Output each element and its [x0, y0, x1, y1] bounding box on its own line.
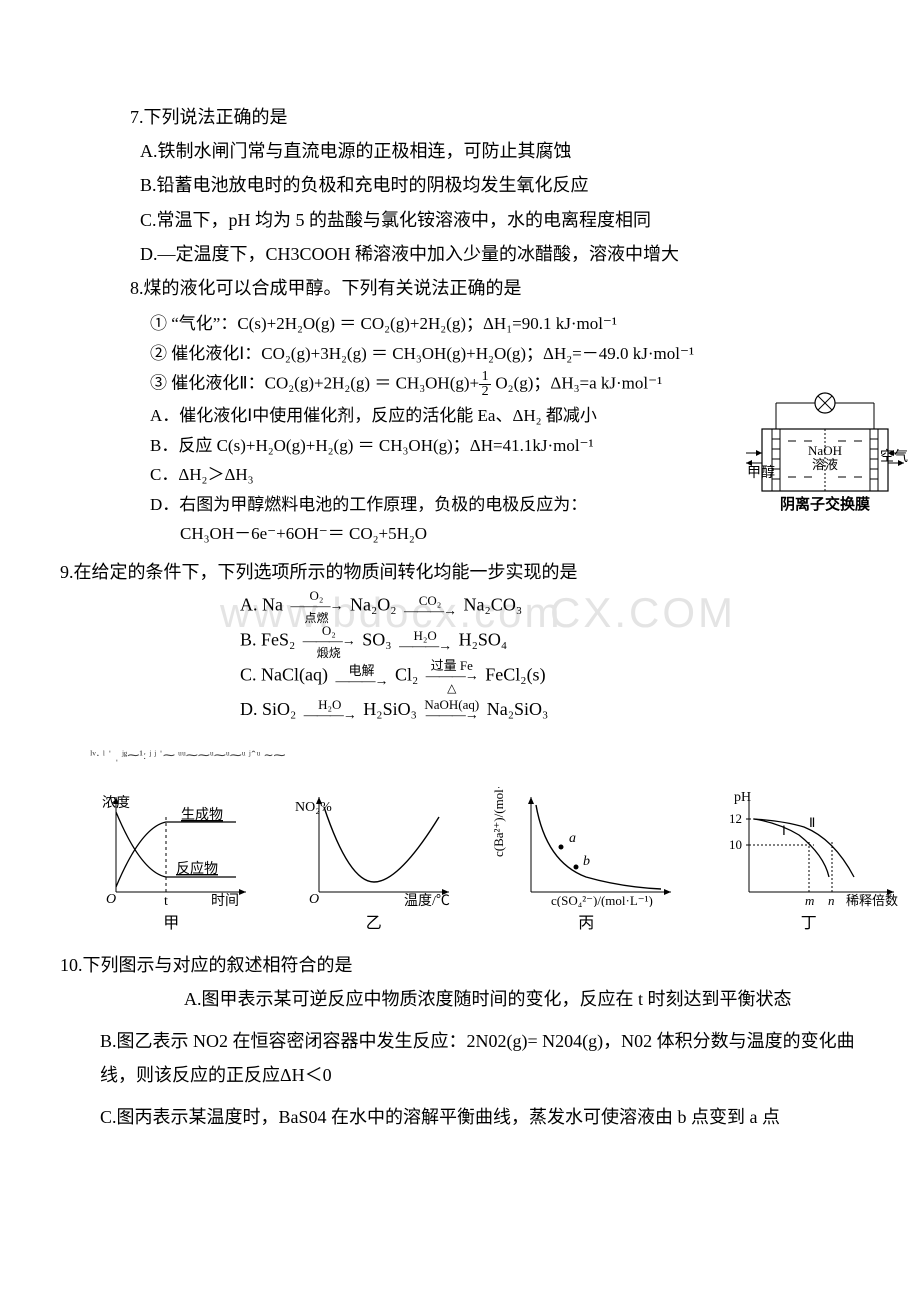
svg-text:反应物: 反应物: [176, 860, 218, 877]
q10-option-c: C.图丙表示某温度时，BaS04 在水中的溶解平衡曲线，蒸发水可使溶液由 b 点…: [100, 1100, 860, 1134]
q9-option-c: C. NaCl(aq) 电解———→ Cl₂ 过量 Fe———→△ FeCl₂(…: [240, 659, 860, 694]
chart-jia: 浓度 生成物 反应物 t 时间 O 甲: [86, 787, 256, 939]
charts-row: 浓度 生成物 反应物 t 时间 O 甲 NO₂% 温度/℃ O 乙: [70, 787, 920, 939]
q8-eq3-post: O₂(g)；ΔH₃=a kJ·mol⁻¹: [491, 374, 662, 393]
svg-text:浓度: 浓度: [102, 795, 130, 811]
svg-text:时间: 时间: [211, 893, 239, 907]
q9c-prefix: C. NaCl(aq): [240, 664, 328, 684]
q7-option-b: B.铅蓄电池放电时的负极和充电时的阴极均发生氧化反应: [140, 168, 860, 202]
q7-option-d: D.—定温度下，CH3COOH 稀溶液中加入少量的冰醋酸，溶液中增大: [140, 237, 860, 271]
q8-equations: ① “气化”：C(s)+2H₂O(g) ＝ CO₂(g)+2H₂(g)；ΔH₁=…: [150, 311, 860, 547]
chart-ding: pH 12 10 Ⅰ Ⅱ m n 稀释倍数 丁: [714, 787, 904, 939]
q9-option-b: B. FeS₂ O₂———→煅烧 SO₃ H₂O———→ H₂SO₄: [240, 624, 860, 659]
q9d-prefix: D. SiO₂: [240, 699, 296, 719]
garbled-text: ᴵᵛ· ˡ ˈ ˌ ʲᵍ⁓¹ː ʲ ʲ ˈ⁓ ᵘᵘ⁓⁓ᵘ⁓ᵘ⁓ᵘ ʲ ̂ ᵘ ∼…: [90, 744, 860, 767]
q9-option-a: A. Na O₂———→点燃 Na₂O₂ CO₂———→ Na₂CO₃: [240, 589, 860, 624]
svg-text:O: O: [309, 892, 319, 907]
q9-options: A. Na O₂———→点燃 Na₂O₂ CO₂———→ Na₂CO₃ B. F…: [240, 589, 860, 725]
cell-membrane: 阴离子交换膜: [780, 495, 870, 513]
svg-text:t: t: [164, 894, 168, 907]
q8-eq3-pre: ③ 催化液化Ⅱ：CO₂(g)+2H₂(g) ＝ CH₃OH(g)+: [150, 374, 479, 393]
fuel-cell-diagram: NaOH 溶液 甲醇 空气 阴离子交换膜: [740, 391, 910, 521]
svg-text:b: b: [583, 854, 590, 869]
chart-yi-label: 乙: [366, 909, 382, 939]
cell-left: 甲醇: [747, 464, 775, 481]
svg-text:m: m: [805, 893, 814, 907]
svg-text:pH: pH: [734, 790, 751, 805]
q9-option-d: D. SiO₂ H₂O———→ H₂SiO₃ NaOH(aq)———→ Na₂S…: [240, 694, 860, 725]
q7-option-a: A.铁制水闸门常与直流电源的正极相连，可防止其腐蚀: [140, 134, 860, 168]
chart-bing-label: 丙: [578, 909, 594, 939]
chart-yi: NO₂% 温度/℃ O 乙: [289, 787, 459, 939]
q8-eq-2: ② 催化液化Ⅰ：CO₂(g)+3H₂(g) ＝ CH₃OH(g)+H₂O(g)；…: [150, 341, 860, 367]
q10-option-a: A.图甲表示某可逆反应中物质浓度随时间的变化，反应在 t 时刻达到平衡状态: [184, 982, 860, 1016]
svg-text:n: n: [828, 893, 835, 907]
q9a-prefix: A. Na: [240, 594, 283, 614]
svg-text:Ⅱ: Ⅱ: [809, 815, 815, 830]
q10-option-b: B.图乙表示 NO2 在恒容密闭容器中发生反应：2N02(g)= N204(g)…: [100, 1024, 860, 1092]
svg-text:a: a: [569, 831, 576, 846]
cell-right: 空气: [880, 449, 908, 465]
svg-text:c(Ba²⁺)/(mol·L⁻¹): c(Ba²⁺)/(mol·L⁻¹): [491, 787, 506, 857]
q7-stem: 7.下列说法正确的是: [130, 100, 860, 134]
chart-bing: a b c(Ba²⁺)/(mol·L⁻¹) c(SO₄²⁻)/(mol·L⁻¹)…: [491, 787, 681, 939]
q8-eq-1: ① “气化”：C(s)+2H₂O(g) ＝ CO₂(g)+2H₂(g)；ΔH₁=…: [150, 311, 860, 337]
q9b-prefix: B. FeS₂: [240, 629, 295, 649]
chart-jia-label: 甲: [163, 909, 179, 939]
svg-text:Ⅰ: Ⅰ: [782, 823, 786, 838]
q8-frac-den: 2: [482, 385, 489, 399]
svg-text:温度/℃: 温度/℃: [404, 893, 450, 907]
svg-text:12: 12: [729, 811, 742, 826]
svg-text:O: O: [106, 892, 116, 907]
q8-stem: 8.煤的液化可以合成甲醇。下列有关说法正确的是: [130, 271, 860, 305]
svg-text:稀释倍数: 稀释倍数: [846, 893, 898, 907]
q8-frac-num: 1: [482, 370, 489, 384]
svg-text:生成物: 生成物: [181, 807, 223, 823]
q8-option-d-line2: CH₃OH－6e⁻+6OH⁻＝ CO₂+5H₂O: [180, 521, 860, 547]
chart-ding-label: 丁: [801, 909, 817, 939]
q9-stem: 9.在给定的条件下，下列选项所示的物质间转化均能一步实现的是: [60, 555, 860, 589]
svg-text:c(SO₄²⁻)/(mol·L⁻¹): c(SO₄²⁻)/(mol·L⁻¹): [551, 893, 653, 907]
q10-stem: 10.下列图示与对应的叙述相符合的是: [60, 948, 860, 982]
q7-option-c: C.常温下，pH 均为 5 的盐酸与氯化铵溶液中，水的电离程度相同: [140, 203, 860, 237]
svg-text:NO₂%: NO₂%: [295, 800, 332, 815]
q10-block: 10.下列图示与对应的叙述相符合的是 A.图甲表示某可逆反应中物质浓度随时间的变…: [130, 948, 860, 1135]
svg-text:10: 10: [729, 837, 742, 852]
